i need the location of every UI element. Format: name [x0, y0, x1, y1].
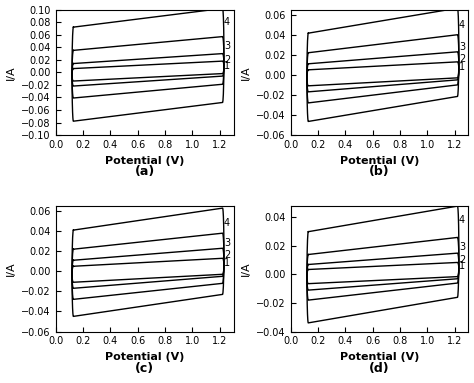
Text: 2: 2 [224, 250, 230, 260]
Text: 1: 1 [224, 61, 230, 71]
Text: (a): (a) [135, 165, 155, 178]
Text: 1: 1 [459, 261, 465, 271]
Text: 3: 3 [459, 242, 465, 252]
Text: 2: 2 [224, 55, 230, 65]
Text: 2: 2 [459, 54, 465, 64]
Text: 4: 4 [459, 20, 465, 29]
X-axis label: Potential (V): Potential (V) [340, 352, 419, 362]
Text: (c): (c) [135, 362, 154, 375]
Text: 4: 4 [224, 218, 230, 228]
Text: 3: 3 [224, 41, 230, 51]
Y-axis label: I/A: I/A [240, 65, 250, 80]
X-axis label: Potential (V): Potential (V) [105, 352, 184, 362]
X-axis label: Potential (V): Potential (V) [105, 155, 184, 165]
Text: 1: 1 [224, 258, 230, 268]
Y-axis label: I/A: I/A [240, 262, 250, 276]
Text: (b): (b) [369, 165, 390, 178]
X-axis label: Potential (V): Potential (V) [340, 155, 419, 165]
Text: (d): (d) [369, 362, 390, 375]
Y-axis label: I/A: I/A [6, 65, 16, 80]
Text: 4: 4 [224, 17, 230, 27]
Y-axis label: I/A: I/A [6, 262, 16, 276]
Text: 4: 4 [459, 215, 465, 225]
Text: 3: 3 [459, 42, 465, 52]
Text: 3: 3 [224, 238, 230, 248]
Text: 2: 2 [459, 255, 465, 265]
Text: 1: 1 [459, 62, 465, 72]
